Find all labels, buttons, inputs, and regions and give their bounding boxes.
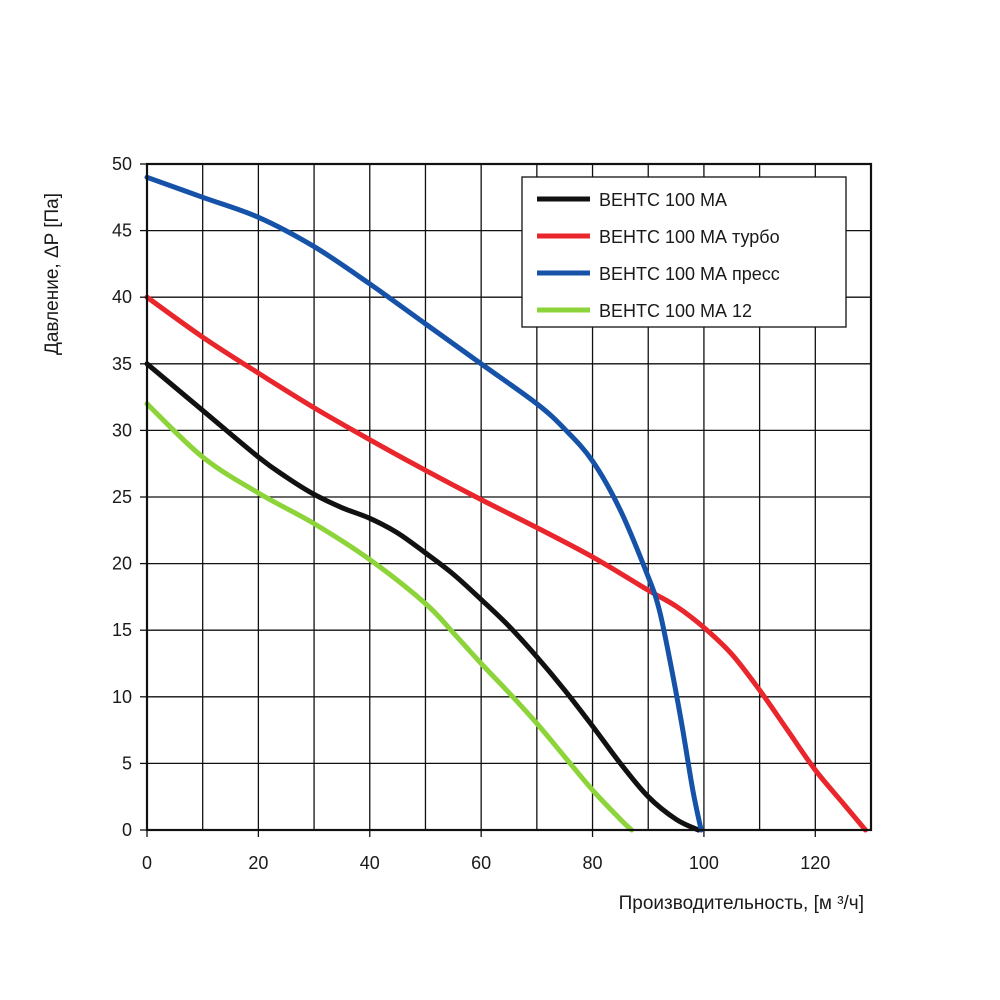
y-tick-label: 25 xyxy=(112,487,132,507)
y-axis-ticks: 0 5 10 15 20 25 30 35 40 45 50 xyxy=(112,154,147,840)
y-tick-label: 20 xyxy=(112,554,132,574)
y-tick-label: 50 xyxy=(112,154,132,174)
legend-label-2: ВЕНТС 100 МА турбо xyxy=(599,227,780,247)
series-lines xyxy=(144,174,868,833)
legend-label-4: ВЕНТС 100 МА 12 xyxy=(599,301,752,321)
legend-box xyxy=(521,176,847,328)
y-tick-label: 15 xyxy=(112,620,132,640)
y-tick-label: 35 xyxy=(112,354,132,374)
x-tick-label: 20 xyxy=(248,853,268,873)
y-tick-label: 0 xyxy=(122,820,132,840)
series-line-1 xyxy=(144,361,701,833)
y-tick-label: 40 xyxy=(112,287,132,307)
x-tick-label: 60 xyxy=(471,853,491,873)
x-tick-label: 40 xyxy=(360,853,380,873)
x-axis-ticks: 0 20 40 60 80 100 120 xyxy=(142,830,830,873)
legend-label-3: ВЕНТС 100 МА пресс xyxy=(599,264,780,284)
legend: ВЕНТС 100 МА ВЕНТС 100 МА турбо ВЕНТС 100 … xyxy=(521,176,847,328)
x-tick-label: 120 xyxy=(800,853,830,873)
x-axis-label: Производительность, [м ³/ч] xyxy=(619,893,864,914)
x-tick-label: 80 xyxy=(583,853,603,873)
series-line-4 xyxy=(144,401,635,833)
y-tick-label: 30 xyxy=(112,420,132,440)
y-tick-label: 45 xyxy=(112,221,132,241)
y-tick-label: 10 xyxy=(112,687,132,707)
y-tick-label: 5 xyxy=(122,753,132,773)
x-tick-label: 0 xyxy=(142,853,152,873)
series-line-2 xyxy=(144,294,868,833)
legend-label-1: ВЕНТС 100 МА xyxy=(599,190,727,210)
y-axis-label: Давление, ΔP [Па] xyxy=(42,193,63,355)
series-line-3 xyxy=(144,174,704,833)
x-tick-label: 100 xyxy=(689,853,719,873)
